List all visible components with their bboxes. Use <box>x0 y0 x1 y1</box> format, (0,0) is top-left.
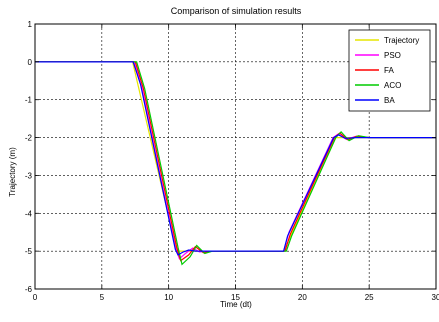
y-tick-label: -3 <box>25 171 33 180</box>
series-line-ba <box>35 61 436 256</box>
y-tick-label: 1 <box>28 20 33 29</box>
y-tick-label: -1 <box>25 96 33 105</box>
legend-label-ba: BA <box>384 96 395 105</box>
y-tick-label: -4 <box>25 209 33 218</box>
legend: Trajectory PSO FA ACO BA <box>348 29 431 112</box>
x-tick-label: 20 <box>298 293 307 302</box>
series-layer <box>35 61 436 266</box>
y-axis-label: Trajectory (m) <box>8 147 17 197</box>
x-tick-label: 15 <box>231 293 240 302</box>
legend-label-fa: FA <box>384 66 394 75</box>
x-tick-label: 10 <box>164 293 173 302</box>
y-tick-label: -2 <box>25 134 33 143</box>
x-axis-label: Time (dt) <box>220 300 252 309</box>
y-tick-label: -6 <box>25 285 33 294</box>
y-tick-label: -5 <box>25 247 33 256</box>
x-tick-label: 5 <box>100 293 105 302</box>
x-tick-label: 25 <box>365 293 374 302</box>
legend-label-pso: PSO <box>384 51 401 60</box>
legend-label-trajectory: Trajectory <box>384 36 419 45</box>
y-tick-label: 0 <box>28 58 33 67</box>
legend-label-aco: ACO <box>384 81 401 90</box>
x-tick-label: 0 <box>33 293 38 302</box>
x-tick-label: 30 <box>432 293 439 302</box>
chart-title: Comparison of simulation results <box>171 6 302 16</box>
